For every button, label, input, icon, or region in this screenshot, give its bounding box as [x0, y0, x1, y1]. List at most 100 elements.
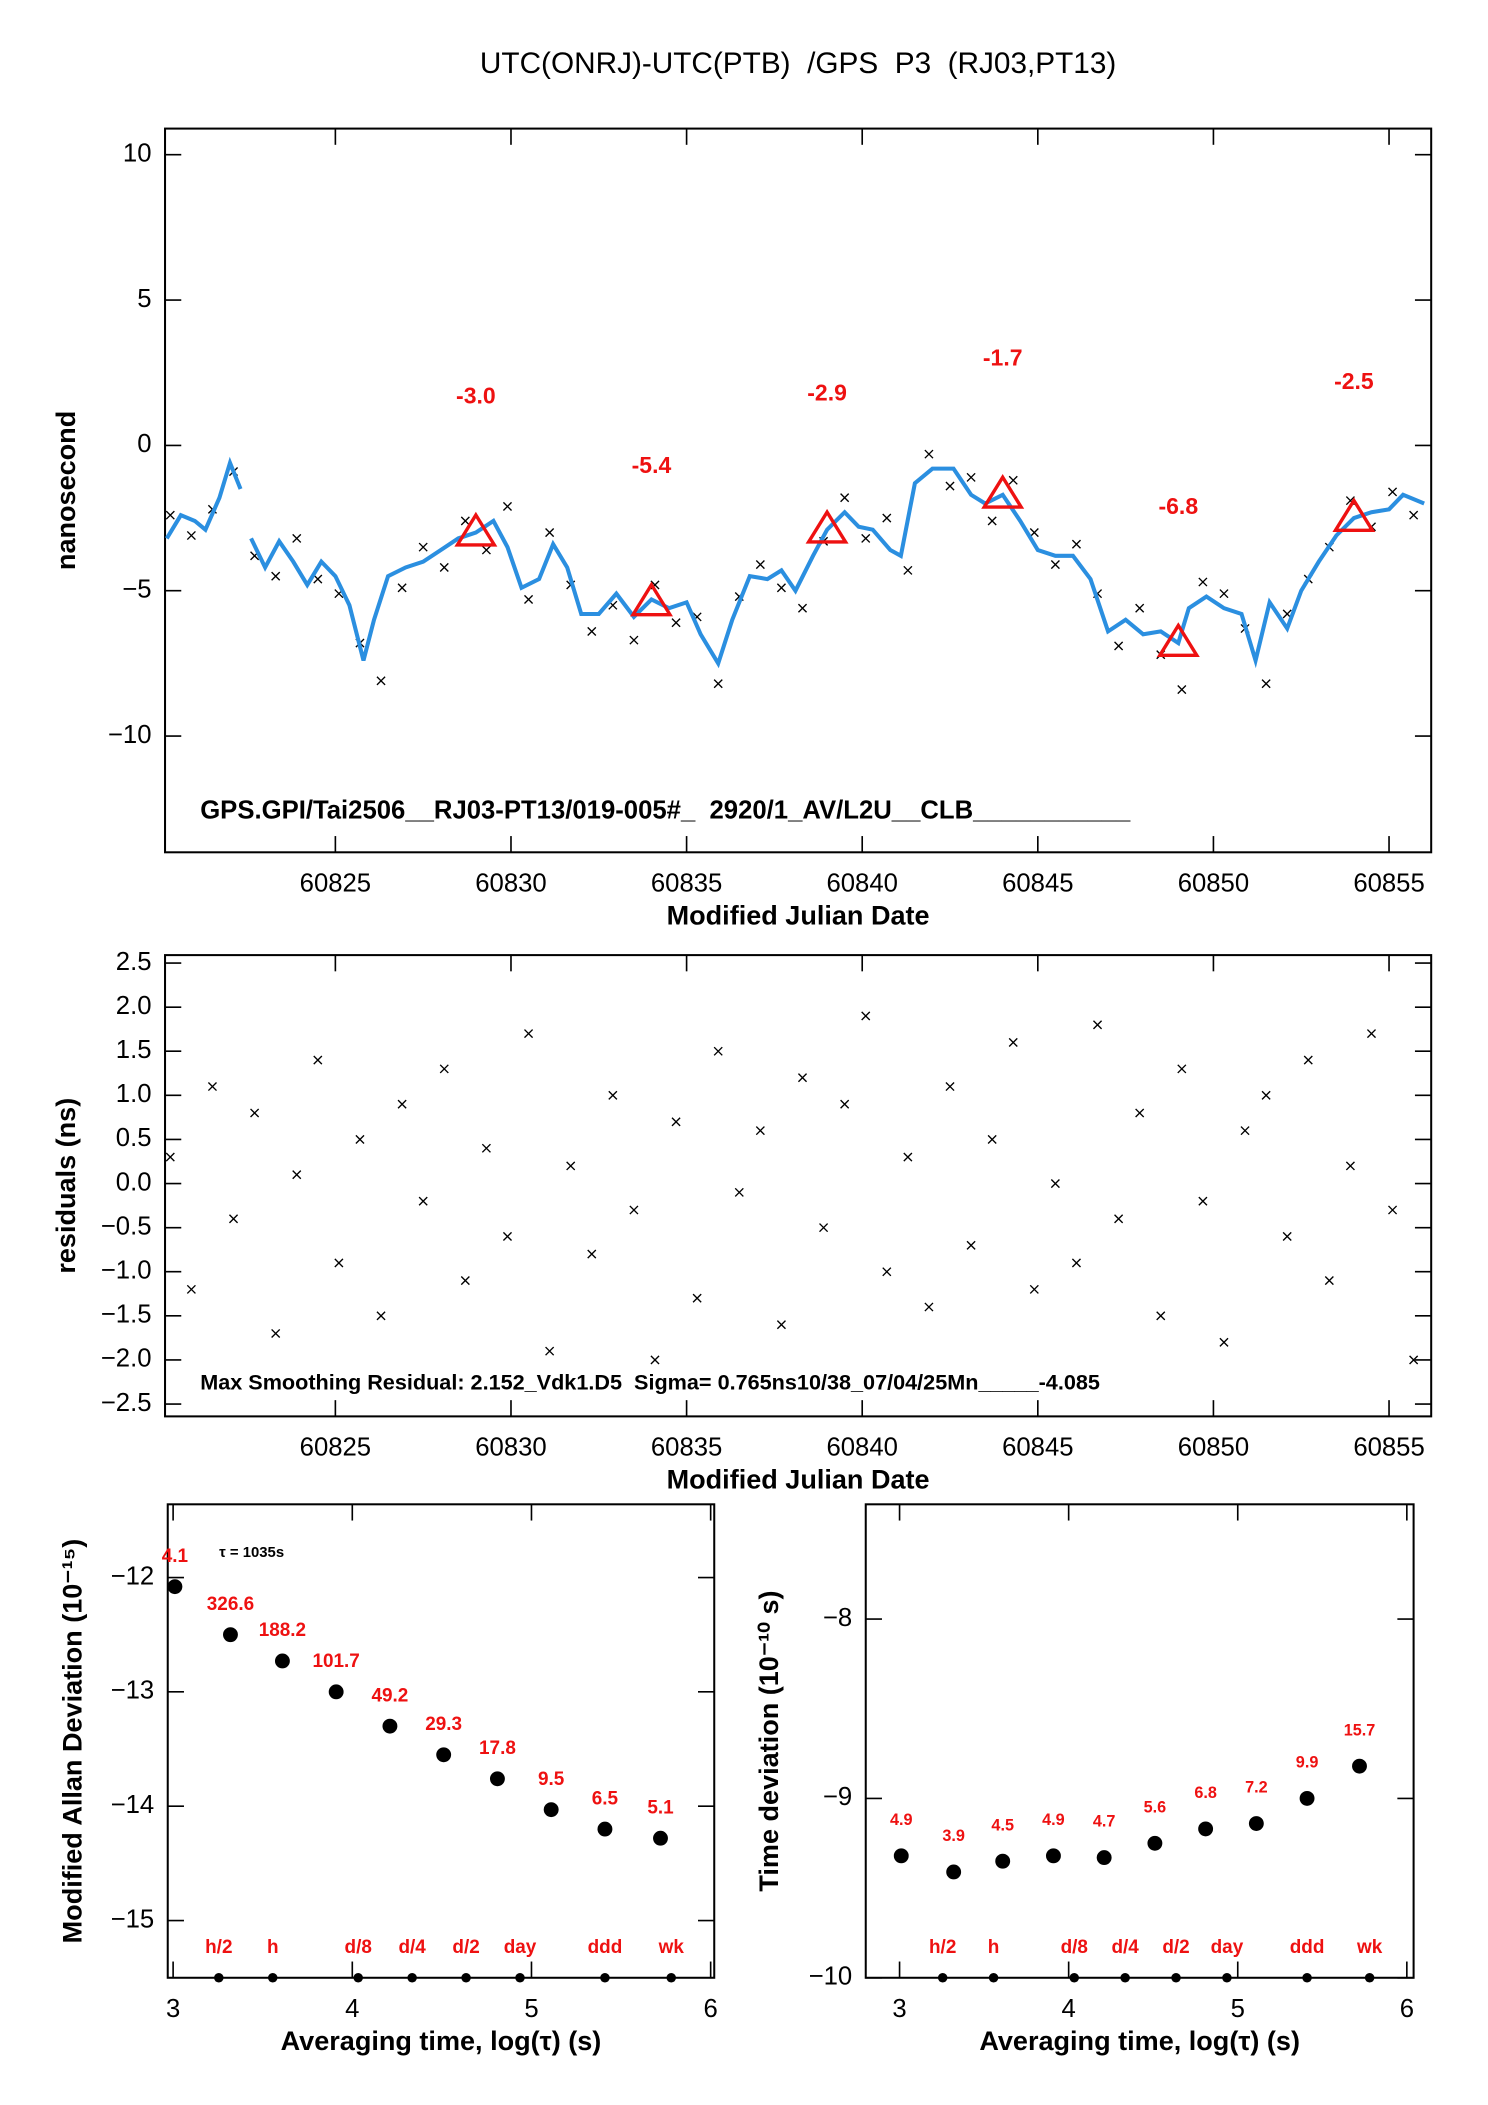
x-tick-label: 60850 [1178, 870, 1249, 898]
data-point [797, 603, 808, 613]
data-point [524, 594, 534, 604]
x-tick-label: 60825 [300, 870, 371, 898]
time-marker-label: ddd [588, 1937, 623, 1958]
data-point [650, 1355, 660, 1365]
data-point [692, 1293, 702, 1303]
data-point [1388, 1205, 1398, 1215]
point-label: 29.3 [425, 1714, 462, 1735]
data-point [334, 1258, 344, 1268]
data-point [165, 510, 175, 520]
y-tick-label: 2.0 [116, 992, 152, 1020]
y-tick-label: −10 [108, 721, 152, 749]
time-marker [1364, 1973, 1375, 1983]
x-tick-label: 60855 [1353, 1434, 1424, 1462]
data-point [1071, 1258, 1081, 1268]
chart-title: UTC(ONRJ)-UTC(PTB) /GPS P3 (RJ03,PT13) [480, 47, 1116, 80]
data-point [776, 1320, 786, 1330]
annotation: τ = 1035s [219, 1545, 284, 1561]
data-point [840, 1099, 850, 1109]
time-marker-label: ddd [1290, 1937, 1325, 1958]
x-axis-label: Modified Julian Date [667, 1464, 930, 1494]
data-point [1198, 577, 1208, 587]
point-label: 7.2 [1245, 1779, 1268, 1797]
data-point [1029, 528, 1039, 538]
data-point [1352, 1758, 1367, 1774]
data-point [882, 1267, 892, 1277]
data-point [629, 635, 639, 645]
data-point [1366, 1029, 1377, 1039]
data-point [608, 1090, 618, 1100]
time-marker-label: d/2 [452, 1937, 479, 1958]
time-marker [407, 1973, 417, 1983]
data-point [1008, 1037, 1018, 1047]
x-tick-label: 60835 [651, 870, 722, 898]
data-point [861, 1011, 871, 1021]
data-point [1147, 1835, 1163, 1851]
y-tick-label: 1.0 [116, 1080, 152, 1108]
point-label: 17.8 [479, 1738, 516, 1759]
data-point [1071, 539, 1081, 549]
x-axis-label: Averaging time, log(τ) (s) [979, 2026, 1300, 2056]
value-label: -6.8 [1159, 493, 1199, 519]
data-point [439, 1064, 449, 1074]
y-tick-label: −9 [823, 1783, 852, 1811]
y-tick-label: −10 [809, 1963, 853, 1991]
plot-frame [166, 1503, 716, 1979]
data-point [1092, 1020, 1103, 1030]
smoothed-line [165, 456, 1425, 669]
time-marker-label: d/8 [345, 1937, 372, 1958]
y-tick-label: −2.0 [101, 1345, 152, 1373]
data-point [167, 1579, 183, 1595]
data-point [945, 1081, 955, 1092]
time-marker-label: day [1211, 1937, 1244, 1958]
data-point [313, 574, 323, 584]
triangle-marker [1156, 622, 1200, 658]
data-point [755, 560, 765, 570]
data-point [382, 1718, 398, 1734]
value-label: -3.0 [456, 382, 496, 408]
y-tick-label: −2.5 [101, 1389, 152, 1417]
point-label: 4.5 [991, 1816, 1014, 1834]
data-point [228, 1214, 239, 1224]
time-marker [268, 1973, 278, 1983]
data-point [165, 1152, 175, 1162]
point-label: 5.6 [1144, 1798, 1167, 1816]
point-label: 9.9 [1296, 1754, 1319, 1772]
data-point [945, 481, 955, 491]
data-point [1135, 603, 1145, 613]
time-marker-label: h [988, 1937, 1000, 1958]
time-marker [1120, 1973, 1130, 1983]
data-point [924, 1302, 934, 1312]
time-marker-label: wk [1356, 1937, 1383, 1958]
data-point [1177, 1064, 1187, 1074]
time-marker-label: d/4 [1111, 1937, 1139, 1958]
data-point [1282, 1231, 1292, 1241]
data-point [1219, 589, 1229, 599]
data-point [713, 1046, 723, 1056]
triangle-marker [805, 508, 849, 544]
triangle-marker [981, 473, 1025, 509]
data-point [861, 533, 871, 543]
data-point [418, 1196, 428, 1206]
y-tick-label: 0.0 [116, 1168, 152, 1196]
plot-frame [164, 127, 1433, 854]
data-point [545, 528, 555, 538]
y-tick-label: −8 [823, 1604, 852, 1632]
triangle-marker [1332, 497, 1376, 533]
triangle-marker [454, 511, 498, 547]
data-point [671, 1117, 681, 1127]
data-point [840, 493, 850, 503]
data-point [250, 1108, 260, 1118]
x-tick-label: 60850 [1178, 1434, 1249, 1462]
data-point [1135, 1108, 1145, 1118]
x-tick-label: 5 [1231, 1995, 1245, 2023]
data-point [1045, 1848, 1061, 1864]
data-point [1324, 1276, 1334, 1286]
data-point [734, 1187, 744, 1197]
point-label: 49.2 [372, 1685, 409, 1706]
time-marker [600, 1973, 610, 1983]
y-tick-label: −12 [111, 1562, 155, 1590]
data-point [376, 1311, 386, 1321]
data-point [966, 1240, 976, 1250]
